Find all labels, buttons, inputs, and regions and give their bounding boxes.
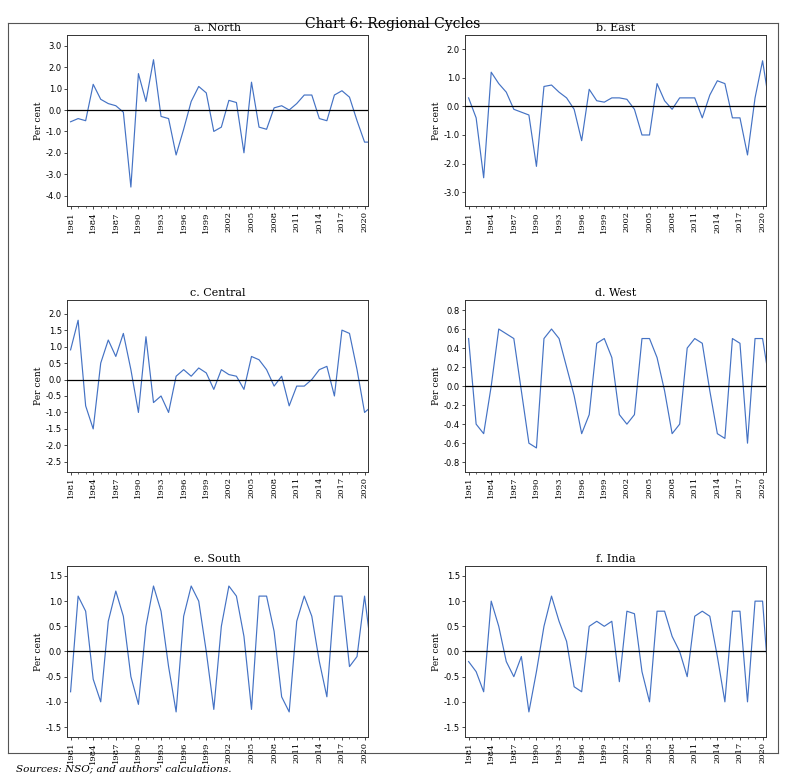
Title: c. Central: c. Central [190, 289, 245, 298]
Title: e. South: e. South [194, 554, 241, 564]
Y-axis label: Per cent: Per cent [432, 367, 441, 406]
Y-axis label: Per cent: Per cent [34, 633, 43, 671]
Text: Chart 6: Regional Cycles: Chart 6: Regional Cycles [305, 17, 481, 31]
Title: d. West: d. West [595, 289, 636, 298]
Y-axis label: Per cent: Per cent [34, 367, 43, 406]
Title: b. East: b. East [596, 23, 635, 33]
Y-axis label: Per cent: Per cent [432, 101, 441, 140]
Title: f. India: f. India [596, 554, 635, 564]
Text: Sources: NSO; and authors' calculations.: Sources: NSO; and authors' calculations. [16, 764, 231, 774]
Y-axis label: Per cent: Per cent [34, 101, 43, 140]
Y-axis label: Per cent: Per cent [432, 633, 441, 671]
Title: a. North: a. North [194, 23, 241, 33]
